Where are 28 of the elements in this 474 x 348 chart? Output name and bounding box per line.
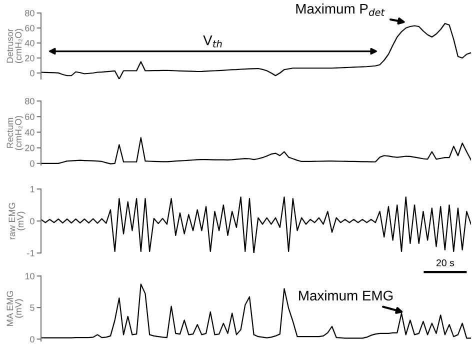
y-tick-label: 5 <box>30 304 34 311</box>
annotation: V$_{th}$ <box>203 36 222 48</box>
y-axis-title: MA EMG (mV) <box>6 291 24 326</box>
y-tick-label: 0 <box>30 336 34 342</box>
y-tick-label: 40 <box>24 129 34 136</box>
y-tick-label: 40 <box>24 40 34 46</box>
y-tick-label: 0 <box>30 160 34 167</box>
line-series <box>41 284 471 339</box>
y-tick-label: 0 <box>30 218 34 224</box>
text: 20 s <box>436 259 454 266</box>
y-axis-title: Rectum (cmH₂O) <box>6 116 24 150</box>
y-tick-label: 0 <box>30 70 34 76</box>
y-tick-label: -1 <box>27 250 34 256</box>
annotation: Maximum P$_{det}$ <box>296 3 385 16</box>
y-tick-label: 80 <box>25 98 34 104</box>
y-tick-label: 80 <box>25 10 34 16</box>
line-series <box>41 137 471 164</box>
annotation: Maximum EMG <box>299 290 393 301</box>
y-tick-label: 20 <box>25 54 34 62</box>
y-tick-label: 1 <box>30 186 34 192</box>
y-tick-label: 20 <box>25 144 34 152</box>
y-tick-label: 60 <box>25 24 34 32</box>
y-tick-label: 10 <box>25 272 34 280</box>
line-series <box>41 196 471 253</box>
y-axis-title: Detrusor (cmH₂O) <box>6 28 24 63</box>
line-series <box>41 22 471 79</box>
y-axis-title: raw EMG (mV) <box>8 202 26 240</box>
y-tick-label: 60 <box>25 114 34 120</box>
